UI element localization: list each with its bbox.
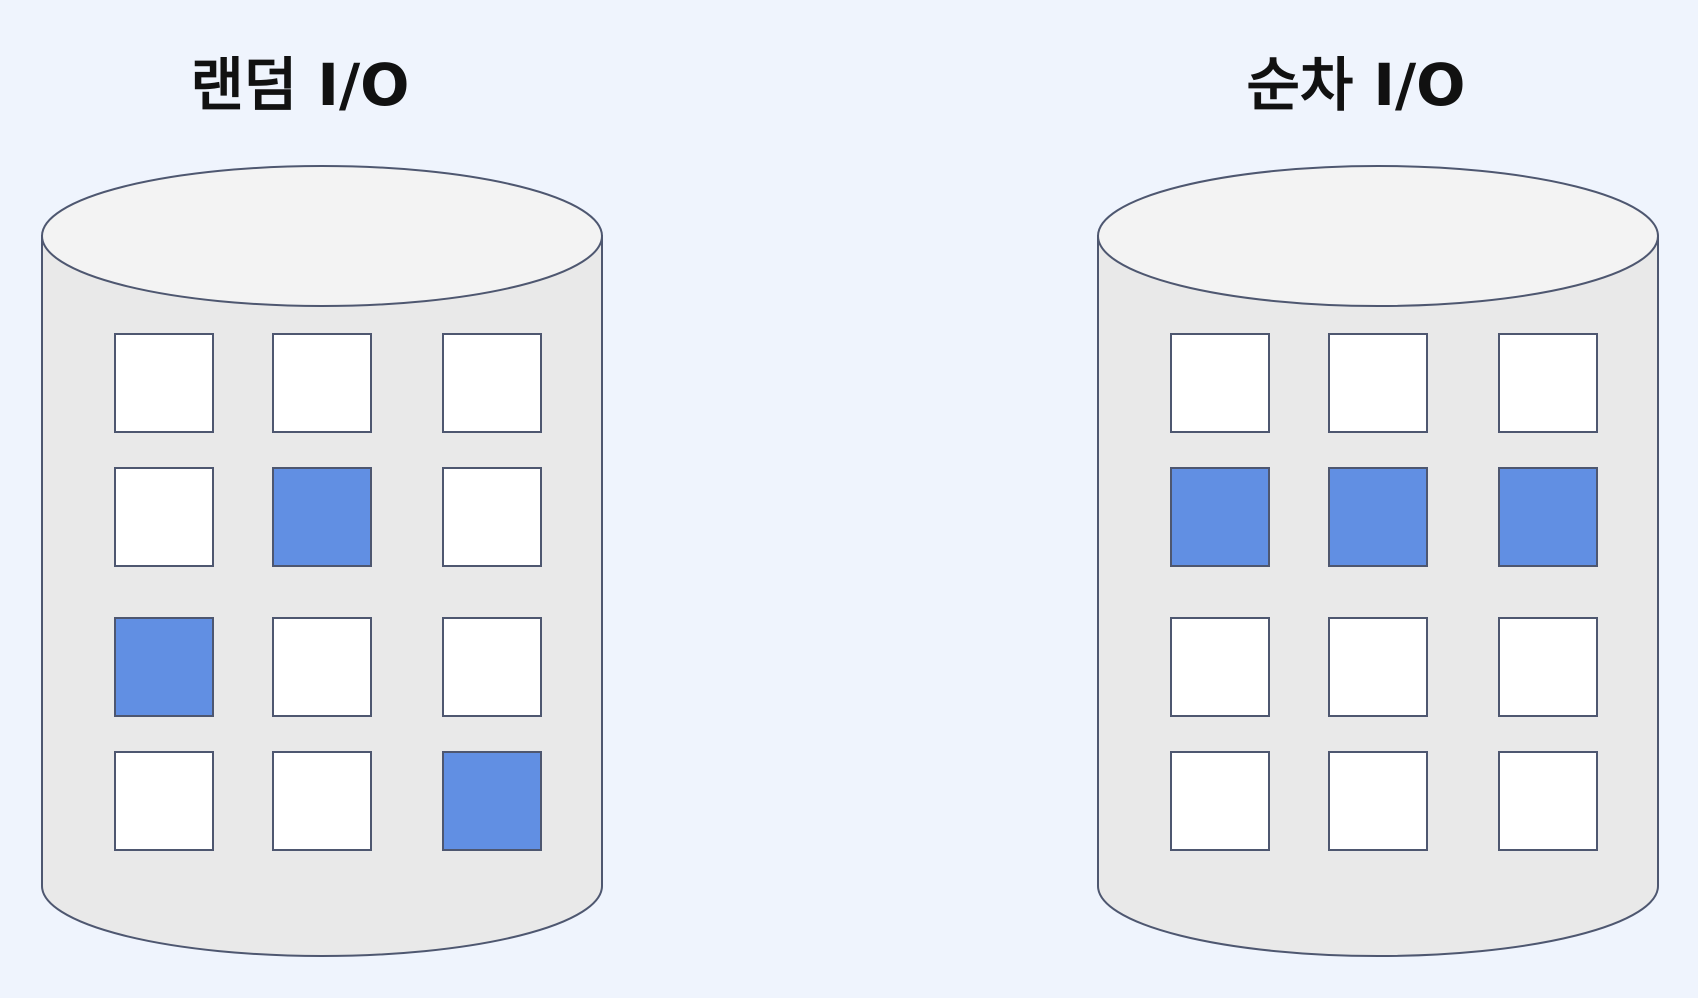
data-block-empty bbox=[114, 333, 214, 433]
data-block-empty bbox=[1170, 617, 1270, 717]
data-block-empty bbox=[1328, 333, 1428, 433]
data-block-empty bbox=[1170, 751, 1270, 851]
sequential-io-block-grid bbox=[1170, 333, 1598, 851]
data-block-read bbox=[1328, 467, 1428, 567]
data-block-empty bbox=[1328, 751, 1428, 851]
data-block-read bbox=[272, 467, 372, 567]
cylinder-top bbox=[1097, 165, 1659, 307]
random-io-block-grid bbox=[114, 333, 542, 851]
data-block-empty bbox=[114, 467, 214, 567]
cylinder-top bbox=[41, 165, 603, 307]
data-block-empty bbox=[1170, 333, 1270, 433]
data-block-empty bbox=[272, 751, 372, 851]
data-block-read bbox=[1498, 467, 1598, 567]
data-block-empty bbox=[442, 467, 542, 567]
sequential-io-panel: 순차 I/O bbox=[1097, 51, 1659, 957]
random-io-panel: 랜덤 I/O bbox=[41, 51, 603, 957]
data-block-empty bbox=[1328, 617, 1428, 717]
data-block-empty bbox=[1498, 751, 1598, 851]
sequential-io-title: 순차 I/O bbox=[1247, 51, 1466, 119]
data-block-empty bbox=[114, 751, 214, 851]
data-block-empty bbox=[1498, 617, 1598, 717]
random-io-title: 랜덤 I/O bbox=[191, 51, 410, 119]
data-block-read bbox=[1170, 467, 1270, 567]
data-block-read bbox=[442, 751, 542, 851]
data-block-empty bbox=[442, 333, 542, 433]
data-block-empty bbox=[1498, 333, 1598, 433]
data-block-empty bbox=[272, 333, 372, 433]
data-block-read bbox=[114, 617, 214, 717]
data-block-empty bbox=[442, 617, 542, 717]
data-block-empty bbox=[272, 617, 372, 717]
